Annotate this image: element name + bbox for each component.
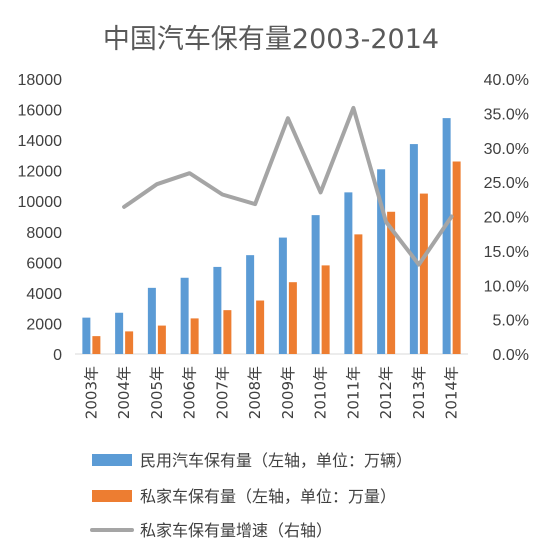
legend-label: 私家车保有量（左轴，单位：万量） [140, 487, 396, 506]
civil-vehicle-bar [147, 287, 156, 354]
left-tick-label: 12000 [18, 164, 63, 181]
right-tick-label: 15.0% [484, 244, 529, 261]
x-axis-labels: 2003年 2004年 2005年 2006年 2007年 2008年 2009年 2010年… [82, 366, 460, 419]
left-y-axis: 0 2000 4000 6000 8000 10000 12000 14000 16000 180… [18, 72, 63, 364]
x-tick-label: 2012年 [377, 366, 395, 419]
private-car-bar [157, 325, 166, 354]
right-tick-label: 40.0% [484, 72, 529, 89]
right-y-axis: 0.0% 5.0% 10.0% 15.0% 20.0% 25.0% 30.0% 35.0% 40… [484, 72, 529, 364]
x-tick-label: 2003年 [82, 366, 100, 419]
private-car-bar [125, 331, 134, 354]
x-tick-label: 2014年 [443, 366, 461, 419]
civil-vehicle-bar [246, 255, 255, 354]
left-tick-label: 4000 [26, 286, 62, 303]
x-tick-label: 2007年 [213, 366, 231, 419]
x-tick-label: 2013年 [410, 366, 428, 419]
x-tick-label: 2010年 [312, 366, 330, 419]
x-tick-label: 2009年 [279, 366, 297, 419]
private-car-bar [387, 211, 396, 354]
private-car-bar [321, 265, 330, 354]
private-car-bar [354, 234, 363, 354]
bars [82, 118, 461, 354]
private-car-bar [288, 282, 297, 354]
civil-vehicle-bar [115, 312, 124, 354]
chart-title: 中国汽车保有量2003-2014 [103, 24, 439, 55]
civil-vehicle-bar [311, 215, 320, 354]
right-tick-label: 35.0% [484, 106, 529, 123]
civil-vehicle-bar [180, 277, 189, 354]
right-tick-label: 0.0% [493, 347, 529, 364]
right-tick-label: 20.0% [484, 210, 529, 227]
civil-vehicle-bar [213, 266, 222, 354]
private-car-bar [190, 318, 199, 354]
growth-rate-line [122, 105, 454, 267]
right-tick-label: 10.0% [484, 278, 529, 295]
x-tick-label: 2011年 [344, 366, 362, 419]
legend-swatch [92, 454, 132, 466]
civil-vehicle-bar [409, 144, 418, 354]
private-car-bar [256, 300, 265, 354]
x-tick-label: 2006年 [181, 366, 199, 419]
left-tick-label: 16000 [18, 103, 63, 120]
civil-vehicle-bar [344, 192, 353, 354]
left-tick-label: 8000 [26, 225, 62, 242]
left-tick-label: 14000 [18, 133, 63, 150]
left-tick-label: 18000 [18, 72, 63, 89]
private-car-bar [419, 193, 428, 354]
right-tick-label: 5.0% [493, 313, 529, 330]
civil-vehicle-bar [82, 317, 91, 354]
civil-vehicle-bar [442, 118, 451, 354]
civil-vehicle-bar [377, 169, 386, 354]
left-tick-label: 6000 [26, 255, 62, 272]
left-tick-label: 2000 [26, 316, 62, 333]
right-tick-label: 30.0% [484, 141, 529, 158]
x-tick-label: 2004年 [115, 366, 133, 419]
left-tick-label: 0 [53, 347, 62, 364]
private-car-bar [92, 336, 101, 354]
right-tick-label: 25.0% [484, 175, 529, 192]
x-tick-label: 2005年 [148, 366, 166, 419]
left-tick-label: 10000 [18, 194, 63, 211]
legend-swatch [92, 490, 132, 502]
legend-label: 民用汽车保有量（左轴，单位：万辆） [140, 451, 412, 470]
x-tick-label: 2008年 [246, 366, 264, 419]
private-car-bar [223, 310, 232, 354]
legend-label: 私家车保有量增速（右轴） [140, 521, 332, 540]
private-car-bar [452, 161, 461, 354]
growth-line [122, 105, 454, 267]
legend: 民用汽车保有量（左轴，单位：万辆） 私家车保有量（左轴，单位：万量） 私家车保有量增… [90, 451, 412, 540]
civil-vehicle-bar [278, 237, 287, 354]
